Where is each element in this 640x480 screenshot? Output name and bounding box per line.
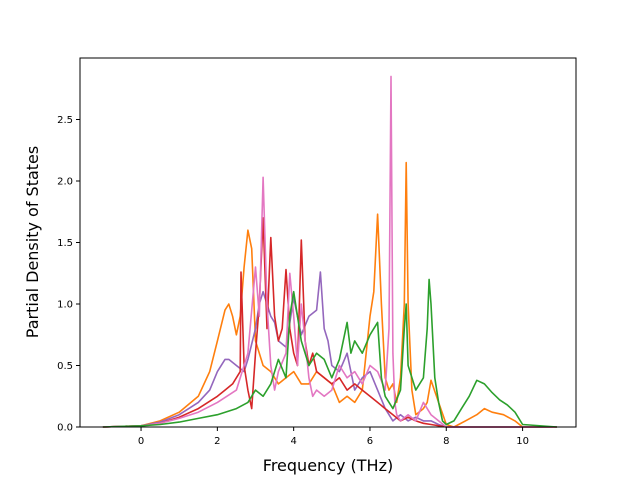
y-axis-ticks: 0.0 0.5 1.0 1.5 2.0 2.5 [57,115,80,434]
plot-frame [79,57,577,428]
y-tick-label: 1.5 [57,238,73,249]
x-axis-ticks: 0 2 4 6 8 10 [138,427,529,447]
x-tick-label: 4 [290,436,296,447]
y-tick-label: 2.5 [57,115,73,126]
x-tick-label: 0 [138,436,144,447]
series-line-3 [102,217,557,428]
y-axis-label: Partial Density of States [23,146,42,338]
series-line-2 [102,271,557,428]
x-axis-label: Frequency (THz) [263,456,393,475]
series-line-1 [102,161,557,428]
x-tick-label: 8 [443,436,449,447]
x-tick-label: 6 [367,436,373,447]
y-tick-label: 1.0 [57,300,73,311]
series-layer [102,75,557,428]
y-tick-label: 0.5 [57,361,73,372]
series-line-4 [102,75,557,428]
y-tick-label: 2.0 [57,177,73,188]
x-tick-label: 10 [516,436,529,447]
x-tick-label: 2 [214,436,220,447]
y-tick-label: 0.0 [57,423,73,434]
series-line-5 [102,278,557,428]
